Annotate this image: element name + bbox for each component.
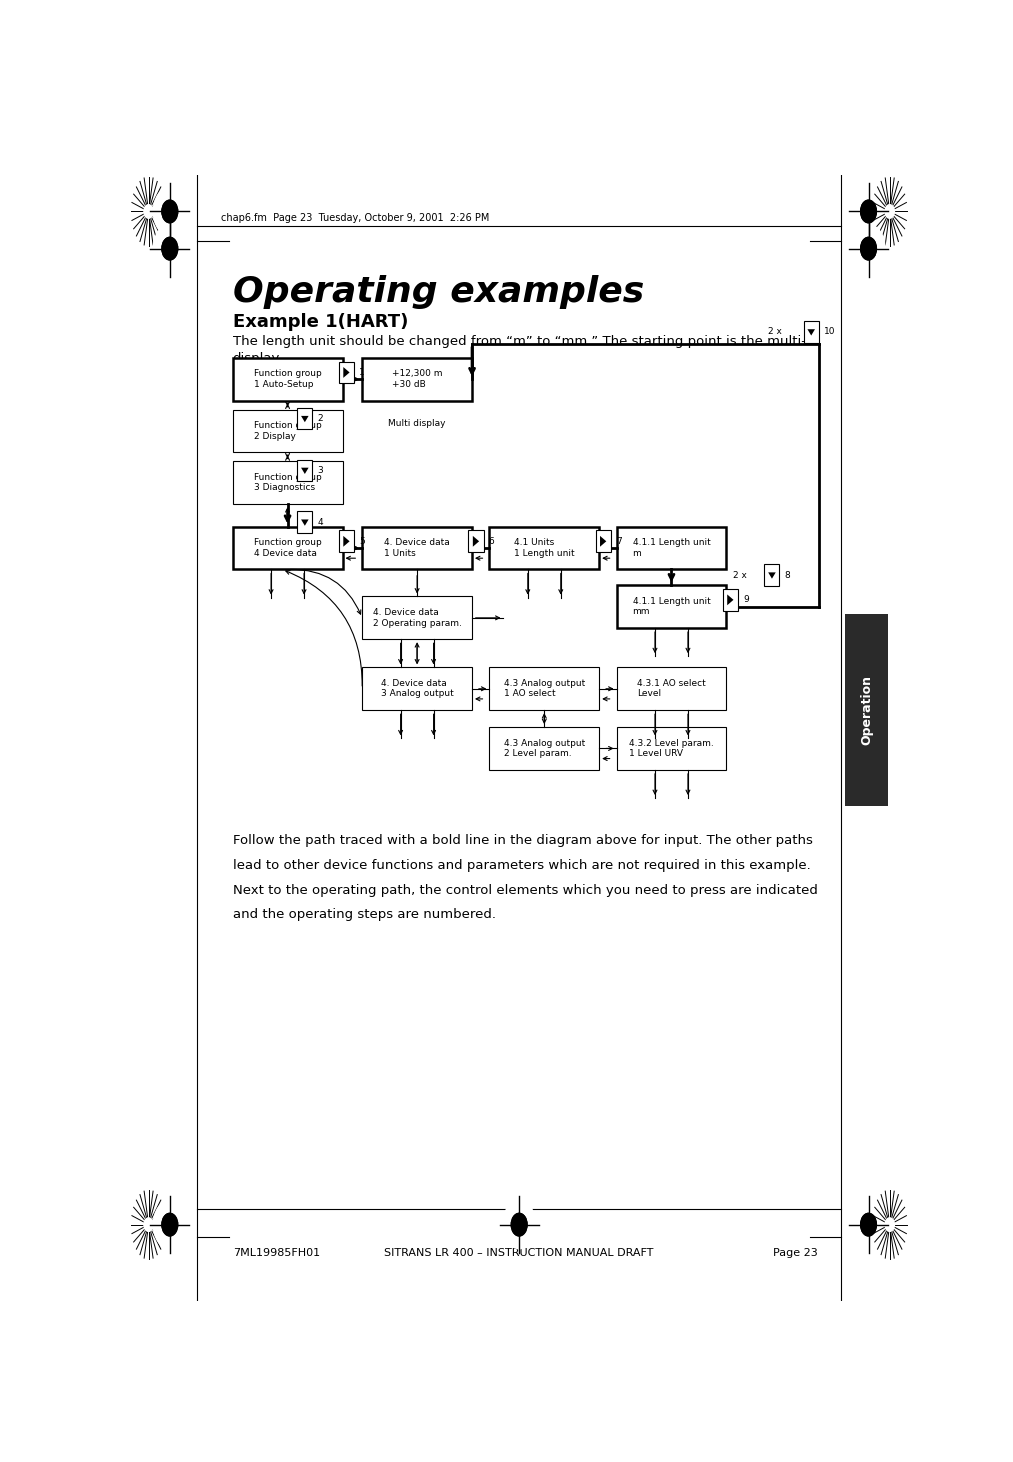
Circle shape xyxy=(885,1218,894,1231)
Polygon shape xyxy=(727,595,733,605)
FancyBboxPatch shape xyxy=(363,526,472,570)
Circle shape xyxy=(162,1213,177,1235)
Circle shape xyxy=(153,224,187,273)
Text: display.: display. xyxy=(233,352,283,366)
FancyBboxPatch shape xyxy=(489,727,600,770)
Text: 4. Device data
3 Analog output: 4. Device data 3 Analog output xyxy=(381,678,454,699)
FancyBboxPatch shape xyxy=(617,526,726,570)
Text: Operation: Operation xyxy=(860,675,873,746)
Polygon shape xyxy=(343,537,349,547)
Circle shape xyxy=(851,224,885,273)
FancyBboxPatch shape xyxy=(489,526,600,570)
FancyBboxPatch shape xyxy=(845,614,888,806)
Text: 10: 10 xyxy=(824,327,836,336)
Circle shape xyxy=(512,1213,527,1235)
Text: 2 x: 2 x xyxy=(768,327,782,336)
Text: 4.1.1 Length unit
mm: 4.1.1 Length unit mm xyxy=(632,596,710,617)
FancyBboxPatch shape xyxy=(489,667,600,711)
Circle shape xyxy=(153,1200,187,1250)
FancyBboxPatch shape xyxy=(339,361,354,383)
Text: 4.3.2 Level param.
1 Level URV: 4.3.2 Level param. 1 Level URV xyxy=(629,738,714,759)
FancyBboxPatch shape xyxy=(233,526,342,570)
Circle shape xyxy=(144,1218,153,1231)
Polygon shape xyxy=(807,329,815,335)
Text: 4: 4 xyxy=(317,518,323,526)
Polygon shape xyxy=(768,573,776,579)
Circle shape xyxy=(861,1213,876,1235)
Text: 1: 1 xyxy=(359,368,365,377)
Circle shape xyxy=(501,1200,537,1250)
FancyBboxPatch shape xyxy=(765,564,779,586)
Circle shape xyxy=(162,237,177,260)
Circle shape xyxy=(885,205,894,218)
Text: 4. Device data
2 Operating param.: 4. Device data 2 Operating param. xyxy=(373,608,462,627)
FancyBboxPatch shape xyxy=(468,531,483,553)
Text: Function group
2 Display: Function group 2 Display xyxy=(253,421,321,440)
Polygon shape xyxy=(301,519,309,526)
Polygon shape xyxy=(473,537,479,547)
Polygon shape xyxy=(343,367,349,377)
Text: lead to other device functions and parameters which are not required in this exa: lead to other device functions and param… xyxy=(233,858,810,871)
FancyBboxPatch shape xyxy=(233,462,342,504)
Text: Multi display: Multi display xyxy=(388,418,446,427)
FancyBboxPatch shape xyxy=(233,358,342,401)
Text: 7ML19985FH01: 7ML19985FH01 xyxy=(233,1247,320,1257)
Text: Next to the operating path, the control elements which you need to press are ind: Next to the operating path, the control … xyxy=(233,883,817,896)
FancyBboxPatch shape xyxy=(363,358,472,401)
Circle shape xyxy=(861,237,876,260)
Polygon shape xyxy=(301,468,309,474)
Text: 6: 6 xyxy=(488,537,494,545)
Text: The length unit should be changed from “m” to “mm.” The starting point is the mu: The length unit should be changed from “… xyxy=(233,335,805,348)
Circle shape xyxy=(861,200,876,222)
Circle shape xyxy=(144,205,153,218)
FancyBboxPatch shape xyxy=(803,322,819,342)
Text: 3: 3 xyxy=(317,466,323,475)
Text: +12,300 m
+30 dB: +12,300 m +30 dB xyxy=(392,370,443,389)
FancyBboxPatch shape xyxy=(596,531,611,553)
Polygon shape xyxy=(600,537,607,547)
Text: and the operating steps are numbered.: and the operating steps are numbered. xyxy=(233,908,495,921)
Circle shape xyxy=(851,187,885,237)
Text: 9: 9 xyxy=(743,595,749,604)
Circle shape xyxy=(162,200,177,222)
FancyBboxPatch shape xyxy=(297,408,312,430)
FancyBboxPatch shape xyxy=(617,727,726,770)
Text: SITRANS LR 400 – INSTRUCTION MANUAL DRAFT: SITRANS LR 400 – INSTRUCTION MANUAL DRAF… xyxy=(385,1247,653,1257)
Text: Example 1(HART): Example 1(HART) xyxy=(233,313,408,330)
FancyBboxPatch shape xyxy=(723,589,737,611)
FancyBboxPatch shape xyxy=(617,585,726,629)
Text: 4.1 Units
1 Length unit: 4.1 Units 1 Length unit xyxy=(514,538,574,558)
FancyBboxPatch shape xyxy=(363,667,472,711)
Circle shape xyxy=(153,187,187,237)
Text: 4. Device data
1 Units: 4. Device data 1 Units xyxy=(384,538,450,558)
Text: 4.3.1 AO select
Level: 4.3.1 AO select Level xyxy=(637,678,706,699)
Text: 2 x: 2 x xyxy=(732,570,747,579)
Text: 5: 5 xyxy=(359,537,365,545)
Text: 4.1.1 Length unit
m: 4.1.1 Length unit m xyxy=(632,538,710,558)
Text: Function group
3 Diagnostics: Function group 3 Diagnostics xyxy=(253,474,321,493)
FancyBboxPatch shape xyxy=(339,531,354,553)
Text: 4.3 Analog output
1 AO select: 4.3 Analog output 1 AO select xyxy=(503,678,585,699)
Text: Follow the path traced with a bold line in the diagram above for input. The othe: Follow the path traced with a bold line … xyxy=(233,833,812,846)
Text: 8: 8 xyxy=(784,570,790,579)
Text: Function group
4 Device data: Function group 4 Device data xyxy=(253,538,321,558)
Text: Function group
1 Auto-Setup: Function group 1 Auto-Setup xyxy=(253,370,321,389)
Polygon shape xyxy=(301,415,309,423)
Text: 2: 2 xyxy=(317,414,323,423)
Circle shape xyxy=(851,1200,885,1250)
Text: Page 23: Page 23 xyxy=(773,1247,817,1257)
Text: 4.3 Analog output
2 Level param.: 4.3 Analog output 2 Level param. xyxy=(503,738,585,759)
FancyBboxPatch shape xyxy=(297,512,312,534)
FancyBboxPatch shape xyxy=(617,667,726,711)
Text: 7: 7 xyxy=(616,537,622,545)
FancyBboxPatch shape xyxy=(363,596,472,639)
FancyBboxPatch shape xyxy=(297,459,312,481)
FancyBboxPatch shape xyxy=(233,409,342,452)
Text: chap6.fm  Page 23  Tuesday, October 9, 2001  2:26 PM: chap6.fm Page 23 Tuesday, October 9, 200… xyxy=(221,213,489,224)
Text: Operating examples: Operating examples xyxy=(233,275,644,308)
